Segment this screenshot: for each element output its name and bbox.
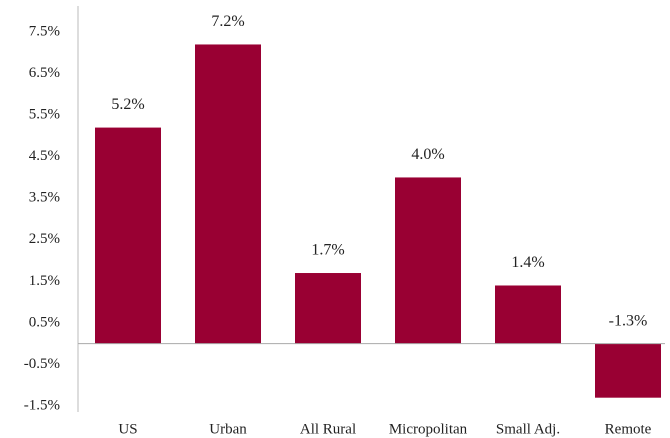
bar (495, 285, 561, 344)
y-tick-label: 1.5% (29, 273, 60, 289)
y-tick-label: -0.5% (24, 356, 60, 372)
bar (295, 273, 361, 344)
value-label: 1.7% (311, 242, 344, 259)
value-label: 5.2% (111, 96, 144, 113)
y-tick-label: 3.5% (29, 190, 60, 206)
value-label: 7.2% (211, 13, 244, 30)
y-tick-label: 0.5% (29, 314, 60, 330)
y-tick-label: 4.5% (29, 148, 60, 164)
x-tick-label: All Rural (300, 421, 356, 437)
x-tick-label: Urban (209, 421, 247, 437)
bar (395, 177, 461, 344)
value-label: 4.0% (411, 146, 444, 163)
y-tick-label: 6.5% (29, 65, 60, 81)
x-tick-label: Remote (605, 421, 652, 437)
bar (195, 44, 261, 344)
x-tick-label: Micropolitan (389, 421, 468, 437)
value-label: -1.3% (609, 312, 648, 329)
y-tick-label: 7.5% (29, 23, 60, 39)
value-label: 1.4% (511, 254, 544, 271)
y-tick-label: -1.5% (24, 397, 60, 413)
y-tick-label: 5.5% (29, 107, 60, 123)
bar (95, 127, 161, 344)
bar (595, 343, 661, 398)
x-tick-label: Small Adj. (496, 421, 560, 437)
x-tick-label: US (118, 421, 137, 437)
y-tick-label: 2.5% (29, 231, 60, 247)
